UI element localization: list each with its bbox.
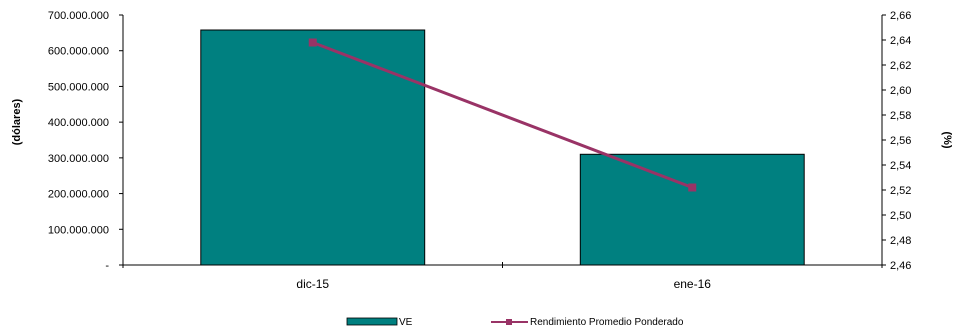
y-tick-label: 200.000.000 (48, 189, 109, 201)
legend-label-ve: VE (399, 317, 413, 328)
x-tick-label: dic-15 (296, 277, 329, 291)
bar-group (200, 29, 805, 266)
y2-tick-label: 2,54 (890, 160, 911, 172)
y2-tick-label: 2,48 (890, 235, 911, 247)
line-point (308, 38, 317, 47)
y2-axis-ticks: 2,46 2,48 2,50 2,52 2,54 2,56 2,58 2,60 2,62 2,64… (882, 10, 911, 272)
y-tick-label: 700.000.000 (48, 10, 109, 22)
y-tick-label: 100.000.000 (48, 224, 109, 236)
y2-tick-label: 2,56 (890, 135, 911, 147)
y2-tick-label: 2,58 (890, 110, 911, 122)
y2-tick-label: 2,60 (890, 85, 911, 97)
line-series-path (312, 41, 693, 189)
bar (579, 153, 805, 266)
y-axis-ticks: - 100.000.000 200.000.000 300.000.000 400.00… (48, 10, 123, 272)
bar (200, 29, 426, 266)
y2-tick-label: 2,66 (890, 10, 911, 22)
x-axis-ticks: dic-15 ene-16 (122, 262, 883, 291)
line-series-group (308, 38, 697, 192)
y2-axis-title: (%) (941, 131, 953, 148)
y-tick-label: 500.000.000 (48, 81, 109, 93)
y2-tick-label: 2,46 (890, 260, 911, 272)
legend: VE Rendimiento Promedio Ponderado (346, 317, 684, 328)
y2-tick-label: 2,52 (890, 185, 911, 197)
y2-tick-label: 2,50 (890, 210, 911, 222)
legend-marker-rendimiento (506, 319, 512, 325)
y2-tick-label: 2,62 (890, 60, 911, 72)
y-tick-label: 400.000.000 (48, 117, 109, 129)
legend-item-ve: VE (346, 317, 413, 328)
x-tick-label: ene-16 (674, 277, 712, 291)
legend-label-rendimiento: Rendimiento Promedio Ponderado (530, 317, 684, 328)
legend-swatch-ve (346, 317, 398, 326)
y-axis-title: (dólares) (11, 98, 23, 145)
y-tick-label: 600.000.000 (48, 46, 109, 58)
y2-tick-label: 2,64 (890, 35, 911, 47)
legend-item-rendimiento: Rendimiento Promedio Ponderado (491, 317, 684, 328)
line-point (688, 183, 697, 192)
y-tick-label: - (105, 260, 109, 272)
y-tick-label: 300.000.000 (48, 153, 109, 165)
